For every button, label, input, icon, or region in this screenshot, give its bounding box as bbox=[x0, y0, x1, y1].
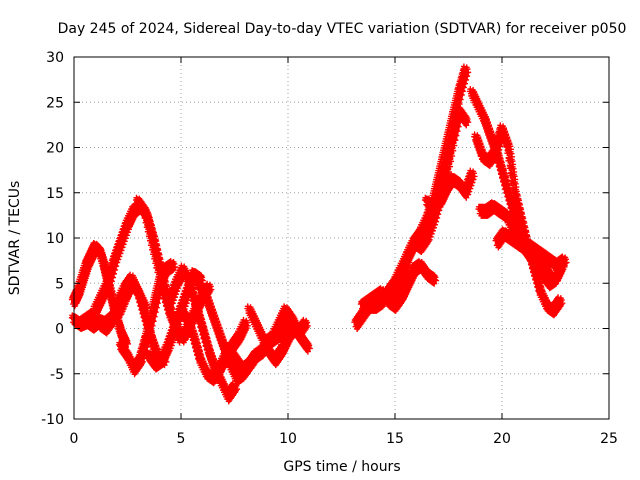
chart-title: Day 245 of 2024, Sidereal Day-to-day VTE… bbox=[58, 21, 627, 37]
data-points bbox=[68, 63, 570, 405]
